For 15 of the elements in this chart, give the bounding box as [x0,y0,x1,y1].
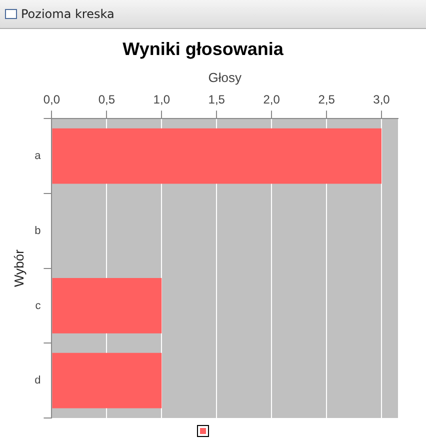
x-tick-label: 0,0 [43,92,60,107]
y-tick-label: b [34,224,41,237]
chart-title: Wyniki głosowania [122,38,284,59]
x-tick-label: 3,0 [373,92,390,107]
y-tick-label: c [35,300,42,312]
x-tick-label: 2,0 [263,92,280,107]
y-tick-label: d [34,374,41,387]
x-tick-label: 1,0 [153,92,170,107]
x-tick-label: 1,5 [208,92,226,107]
x-tick-label: 2,5 [318,92,336,107]
x-axis-title: Głosy [208,70,242,85]
x-tick-label: 0,5 [98,92,116,107]
text: Pozioma kreska [21,7,114,21]
y-axis-title: Wybór [11,248,26,288]
y-tick-label: a [34,150,42,162]
